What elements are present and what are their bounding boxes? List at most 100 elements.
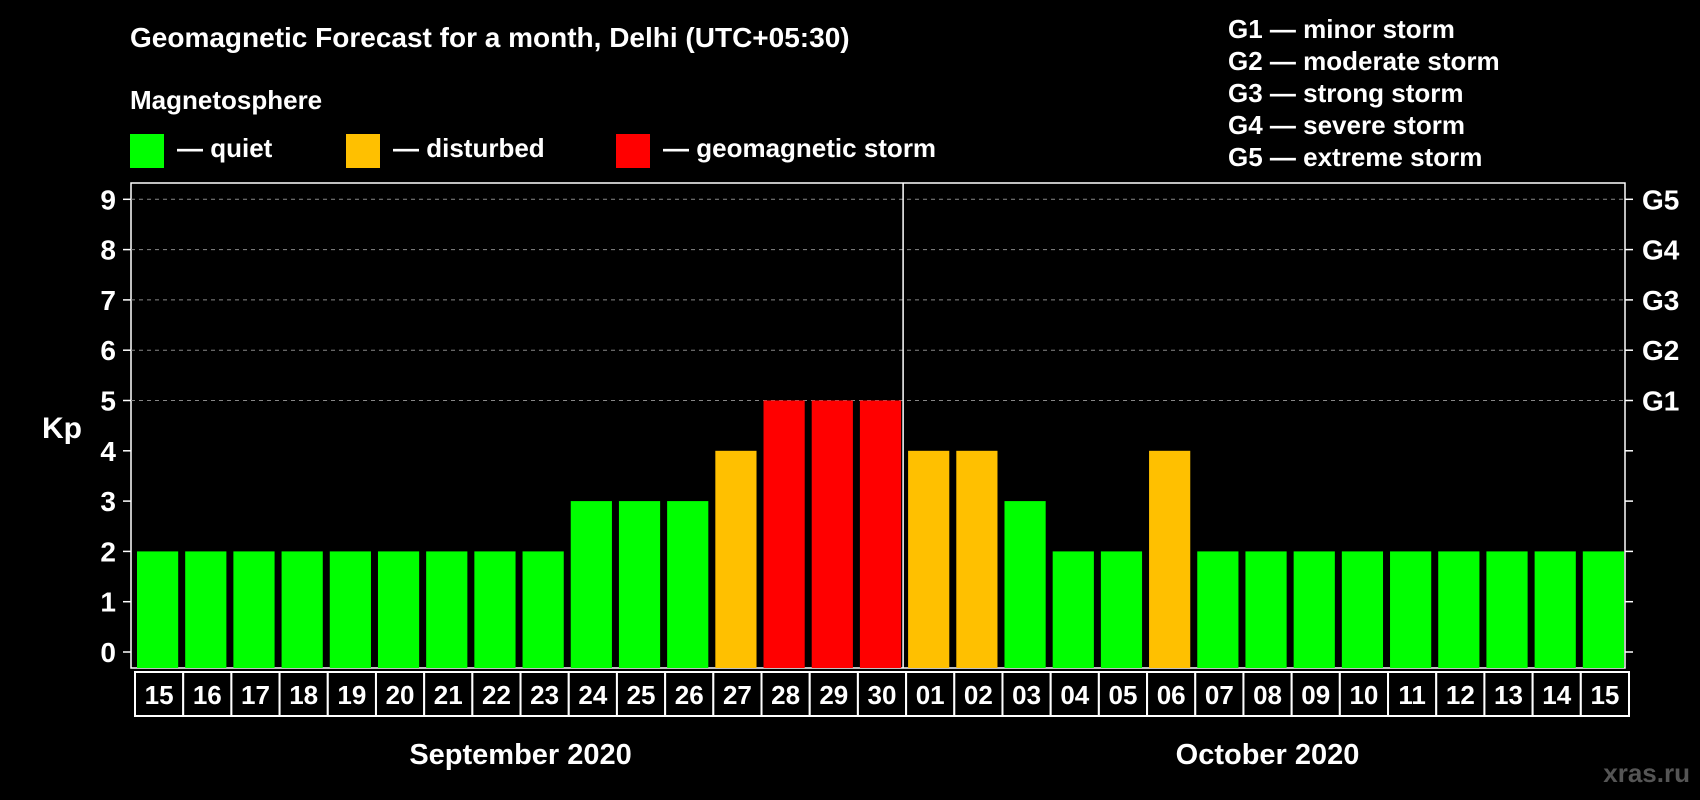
bar-27 [1438, 551, 1480, 668]
bar-12 [715, 450, 757, 668]
day-label-20: 05 [1109, 680, 1138, 710]
bar-18 [1004, 501, 1046, 668]
day-label-box-13 [760, 671, 811, 717]
y-tick-label-6: 6 [100, 335, 116, 366]
y-tick-label-2: 2 [100, 536, 116, 567]
day-label-box-6 [423, 671, 474, 717]
day-label-box-22 [1194, 671, 1245, 717]
bar-4 [329, 551, 371, 668]
right-axis-label-G2: G2 [1642, 335, 1679, 366]
storm-level-1: G1 — minor storm [1228, 14, 1455, 44]
day-label-2: 17 [241, 680, 270, 710]
bar-5 [377, 551, 420, 668]
bar-24 [1293, 551, 1335, 668]
month-label-1: October 2020 [1176, 739, 1360, 771]
day-label-16: 01 [916, 680, 945, 710]
right-axis-label-G4: G4 [1642, 235, 1680, 266]
bar-30 [1582, 551, 1624, 668]
day-label-box-4 [326, 671, 377, 717]
day-label-5: 20 [386, 680, 415, 710]
y-tick-label-5: 5 [100, 386, 116, 417]
day-label-12: 27 [723, 680, 752, 710]
legend-swatch-1 [346, 134, 380, 168]
bar-11 [667, 501, 709, 668]
y-tick-label-7: 7 [100, 285, 116, 316]
bar-17 [956, 450, 998, 668]
storm-level-2: G2 — moderate storm [1228, 46, 1500, 76]
storm-level-5: G5 — extreme storm [1228, 142, 1482, 172]
right-axis-label-G3: G3 [1642, 285, 1679, 316]
bar-25 [1341, 551, 1384, 668]
day-label-box-5 [374, 671, 426, 717]
bar-9 [570, 501, 612, 668]
day-label-6: 21 [434, 680, 463, 710]
bar-1 [185, 551, 227, 668]
y-axis-label: Kp [42, 412, 82, 445]
watermark: xras.ru [1603, 758, 1690, 788]
day-label-23: 08 [1253, 680, 1282, 710]
day-label-4: 19 [337, 680, 366, 710]
day-label-box-30 [1579, 671, 1630, 717]
day-label-box-12 [712, 671, 763, 717]
day-label-10: 25 [627, 680, 656, 710]
bar-29 [1534, 551, 1576, 668]
day-label-0: 15 [145, 680, 174, 710]
chart-title: Geomagnetic Forecast for a month, Delhi … [130, 22, 850, 53]
day-label-box-19 [1049, 671, 1100, 717]
bar-7 [474, 551, 516, 668]
day-label-28: 13 [1494, 680, 1523, 710]
legend-swatch-2 [616, 134, 650, 168]
y-tick-label-9: 9 [100, 184, 116, 215]
bar-28 [1486, 551, 1528, 668]
right-axis-label-G1: G1 [1642, 386, 1679, 417]
day-label-15: 30 [868, 680, 897, 710]
day-label-box-21 [1146, 671, 1197, 717]
day-label-13: 28 [771, 680, 800, 710]
day-label-box-29 [1531, 671, 1582, 717]
day-label-24: 09 [1301, 680, 1330, 710]
legend-label-0: — quiet [177, 133, 273, 163]
day-label-box-23 [1242, 671, 1293, 717]
y-tick-label-0: 0 [100, 637, 116, 668]
day-label-29: 14 [1542, 680, 1571, 710]
bar-14 [811, 400, 853, 668]
y-tick-label-4: 4 [100, 436, 116, 467]
legend-label-2: — geomagnetic storm [663, 133, 936, 163]
y-tick-label-1: 1 [100, 587, 116, 618]
legend-title: Magnetosphere [130, 85, 322, 115]
day-label-box-18 [1001, 671, 1052, 717]
bar-19 [1052, 551, 1094, 668]
bar-2 [233, 551, 275, 668]
y-tick-label-8: 8 [100, 235, 116, 266]
day-label-27: 12 [1446, 680, 1475, 710]
bar-20 [1100, 551, 1143, 668]
day-label-1: 16 [193, 680, 222, 710]
day-label-26: 11 [1398, 680, 1426, 710]
bar-22 [1197, 551, 1239, 668]
day-label-box-15 [856, 671, 908, 717]
day-label-8: 23 [530, 680, 559, 710]
day-label-box-0 [134, 671, 185, 717]
day-label-3: 18 [289, 680, 318, 710]
storm-level-4: G4 — severe storm [1228, 110, 1465, 140]
day-label-18: 03 [1012, 680, 1041, 710]
day-label-21: 06 [1157, 680, 1186, 710]
day-label-7: 22 [482, 680, 511, 710]
legend: — quiet — disturbed — geomagnetic storm [130, 133, 936, 168]
bar-3 [281, 551, 323, 668]
day-label-19: 04 [1060, 680, 1089, 710]
legend-label-1: — disturbed [393, 133, 545, 163]
day-label-30: 15 [1590, 680, 1619, 710]
day-label-22: 07 [1205, 680, 1234, 710]
legend-swatch-0 [130, 134, 164, 168]
bar-21 [1149, 450, 1191, 668]
bar-16 [908, 450, 950, 668]
bar-10 [618, 501, 661, 668]
day-label-9: 24 [578, 680, 607, 710]
y-tick-label-3: 3 [100, 486, 116, 517]
day-label-box-16 [905, 671, 956, 717]
bar-0 [137, 551, 179, 668]
bar-15 [859, 400, 902, 668]
bar-23 [1245, 551, 1287, 668]
